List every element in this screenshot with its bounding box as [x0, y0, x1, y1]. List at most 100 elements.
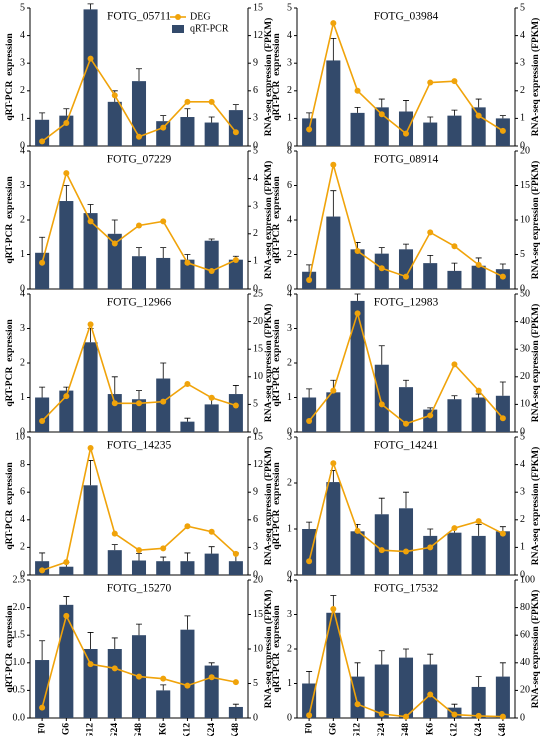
bar: [107, 101, 122, 146]
error-bar: [499, 662, 506, 677]
legend-swatch: [172, 25, 184, 33]
bar: [374, 664, 389, 718]
y-tick-label: 6: [287, 180, 292, 191]
error-bar: [111, 544, 118, 551]
deg-point: [111, 400, 118, 407]
y2-tick-label: 0: [253, 712, 258, 723]
bar: [326, 392, 341, 432]
y2-tick-label: 20: [520, 371, 530, 382]
bar: [59, 115, 74, 146]
deg-point: [136, 547, 142, 554]
y-tick-label: 10: [15, 431, 25, 442]
deg-point: [63, 120, 70, 126]
y-tick-label: 0: [287, 426, 292, 437]
y2-tick-label: 4: [253, 173, 258, 184]
error-bar: [160, 247, 167, 258]
bar: [398, 657, 414, 718]
y-tick-label: 8: [287, 145, 292, 156]
x-tick-label: G24: [110, 723, 120, 736]
panel-title: FOTG_14235: [107, 440, 172, 452]
bar: [447, 532, 462, 575]
y-tick-label: 4: [20, 30, 25, 41]
y-tick-label: 1: [20, 392, 25, 403]
error-bar: [232, 703, 239, 707]
deg-point: [499, 127, 506, 134]
deg-point: [475, 712, 482, 719]
error-bar: [499, 381, 506, 396]
y-axis-label: qRT-PCR expression: [272, 176, 282, 264]
error-bar: [354, 293, 361, 301]
deg-point: [475, 261, 482, 268]
error-bar: [87, 632, 94, 649]
bar: [423, 409, 438, 432]
bar: [204, 240, 219, 289]
error-bar: [63, 386, 70, 391]
error-bar: [427, 528, 434, 536]
bar: [423, 535, 438, 575]
error-bar: [208, 546, 215, 554]
y2-tick-label: 50: [520, 288, 530, 299]
y-axis-label: qRT-PCR expression: [272, 33, 282, 121]
y-axis-label: qRT-PCR expression: [5, 319, 15, 407]
y2-tick-label: 15: [520, 180, 530, 191]
y-tick-label: 1.5: [13, 629, 26, 640]
error-bar: [306, 388, 313, 398]
deg-point: [451, 243, 458, 250]
y2-axis-label: RNA-seq expression (FPKM): [530, 161, 541, 280]
deg-point: [63, 612, 70, 619]
error-bar: [427, 407, 434, 410]
y-axis-label: qRT-PCR expression: [5, 605, 15, 693]
error-bar: [39, 236, 46, 253]
error-bar: [403, 379, 409, 388]
y-tick-label: 3: [287, 431, 292, 442]
deg-point: [208, 528, 215, 535]
x-tick-label: K12: [450, 723, 460, 736]
bar: [350, 112, 365, 146]
deg-point: [306, 277, 313, 284]
deg-point: [475, 518, 482, 525]
y2-tick-label: 5: [520, 431, 525, 442]
y-tick-label: 4: [20, 288, 25, 299]
deg-point: [232, 257, 239, 264]
y2-tick-label: 1: [520, 113, 525, 124]
y2-axis-label: RNA-seq expression (FPKM): [530, 18, 541, 137]
error-bar: [427, 254, 434, 264]
error-bar: [87, 460, 94, 486]
y-tick-label: 2: [287, 643, 292, 654]
bar: [302, 683, 317, 718]
deg-point: [451, 711, 458, 718]
deg-point: [427, 691, 434, 698]
error-bar: [136, 623, 142, 636]
y-tick-label: 0: [20, 283, 25, 294]
x-tick-label: G24: [377, 723, 387, 736]
bar: [350, 531, 365, 575]
error-bar: [451, 109, 458, 116]
y2-tick-label: 3: [253, 113, 258, 124]
error-bar: [87, 3, 94, 10]
bar: [83, 9, 98, 146]
y2-tick-label: 10: [520, 399, 530, 410]
bar: [83, 213, 98, 289]
bar: [398, 508, 414, 575]
bar: [35, 397, 50, 432]
x-tick-label: G12: [86, 723, 96, 736]
y-tick-label: 1: [287, 392, 292, 403]
error-bar: [378, 98, 385, 108]
x-tick-label: G12: [353, 723, 363, 736]
y2-tick-label: 2: [520, 85, 525, 96]
error-bar: [208, 116, 215, 123]
deg-point: [39, 138, 46, 145]
bar: [204, 665, 219, 718]
y-tick-label: 3: [287, 323, 292, 334]
bar: [83, 485, 98, 575]
error-bar: [354, 662, 361, 677]
error-bar: [403, 491, 409, 509]
error-bar: [451, 262, 458, 271]
error-bar: [184, 108, 191, 118]
error-bar: [499, 263, 506, 270]
deg-point: [39, 567, 46, 574]
bar: [471, 397, 486, 432]
deg-point: [378, 547, 385, 554]
y-tick-label: 2: [20, 542, 25, 553]
bar: [107, 649, 122, 718]
